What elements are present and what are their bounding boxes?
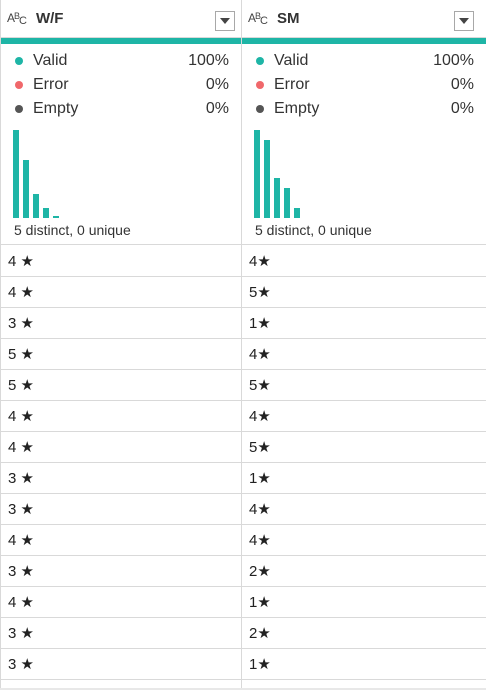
empty-label: Empty	[274, 100, 320, 117]
table-cell[interactable]: 4★	[242, 401, 486, 432]
valid-label: Valid	[274, 52, 309, 69]
row-list: 4★ 5★ 1★ 4★ 5★ 4★ 5★ 1★ 4★ 4★ 2★ 1★ 2★ 1★	[242, 245, 486, 680]
column-header-sm[interactable]: ABC SM	[242, 0, 486, 38]
column-wf: ABC W/F Valid 100% Error 0% Empty 0% 5 d…	[0, 0, 242, 690]
table-cell[interactable]: 3 ★	[1, 494, 241, 525]
valid-dot-icon	[15, 57, 23, 65]
valid-percent: 100%	[433, 52, 474, 69]
error-label: Error	[33, 76, 69, 93]
table-cell[interactable]: 5 ★	[1, 339, 241, 370]
column-dropdown-button[interactable]	[215, 11, 235, 31]
table-cell[interactable]: 2★	[242, 556, 486, 587]
empty-stat: Empty 0%	[1, 97, 241, 121]
table-cell[interactable]: 4★	[242, 525, 486, 556]
table-cell[interactable]: 3 ★	[1, 463, 241, 494]
table-cell[interactable]: 4 ★	[1, 245, 241, 277]
table-cell[interactable]: 3 ★	[1, 618, 241, 649]
error-stat: Error 0%	[242, 73, 486, 97]
column-name: W/F	[35, 10, 64, 27]
error-label: Error	[274, 76, 310, 93]
table-cell[interactable]: 5★	[242, 370, 486, 401]
table-cell[interactable]: 1★	[242, 308, 486, 339]
distribution-histogram[interactable]	[254, 130, 334, 218]
valid-stat: Valid 100%	[1, 49, 241, 73]
table-cell[interactable]: 4 ★	[1, 277, 241, 308]
column-profile: Valid 100% Error 0% Empty 0% 5 distinct,…	[242, 44, 486, 245]
bottom-divider	[0, 688, 486, 690]
empty-label: Empty	[33, 100, 79, 117]
valid-stat: Valid 100%	[242, 49, 486, 73]
error-dot-icon	[256, 81, 264, 89]
column-header-wf[interactable]: ABC W/F	[1, 0, 241, 38]
column-dropdown-button[interactable]	[454, 11, 474, 31]
empty-percent: 0%	[450, 100, 474, 117]
quality-bar	[1, 38, 241, 44]
histogram-bar[interactable]	[274, 178, 280, 218]
empty-stat: Empty 0%	[242, 97, 486, 121]
table-cell[interactable]: 1★	[242, 649, 486, 680]
table-cell[interactable]: 4★	[242, 494, 486, 525]
chevron-down-icon	[220, 18, 230, 24]
table-cell[interactable]: 4★	[242, 339, 486, 370]
table-cell[interactable]: 2★	[242, 618, 486, 649]
table-cell[interactable]: 1★	[242, 463, 486, 494]
histogram-bar[interactable]	[254, 130, 260, 218]
distribution-histogram[interactable]	[13, 130, 93, 218]
error-stat: Error 0%	[1, 73, 241, 97]
valid-dot-icon	[256, 57, 264, 65]
histogram-bar[interactable]	[23, 160, 29, 218]
empty-percent: 0%	[205, 100, 229, 117]
column-profile: Valid 100% Error 0% Empty 0% 5 distinct,…	[1, 44, 241, 245]
row-list: 4 ★ 4 ★ 3 ★ 5 ★ 5 ★ 4 ★ 4 ★ 3 ★ 3 ★ 4 ★ 3 ★ 4 ★ 3 ★ 3…	[1, 245, 241, 680]
table-cell[interactable]: 3 ★	[1, 556, 241, 587]
table-cell[interactable]: 5★	[242, 277, 486, 308]
histogram-bar[interactable]	[33, 194, 39, 218]
text-type-icon[interactable]: ABC	[248, 10, 268, 27]
table-cell[interactable]: 4★	[242, 245, 486, 277]
text-type-icon[interactable]: ABC	[7, 10, 27, 27]
column-name: SM	[276, 10, 300, 27]
histogram-bar[interactable]	[53, 216, 59, 218]
error-percent: 0%	[205, 76, 229, 93]
table-cell[interactable]: 4 ★	[1, 525, 241, 556]
error-percent: 0%	[450, 76, 474, 93]
column-sm: ABC SM Valid 100% Error 0% Empty 0% 5 di…	[242, 0, 486, 690]
chevron-down-icon	[459, 18, 469, 24]
histogram-bar[interactable]	[43, 208, 49, 218]
table-cell[interactable]: 1★	[242, 587, 486, 618]
histogram-bar[interactable]	[264, 140, 270, 218]
table-cell[interactable]: 5★	[242, 432, 486, 463]
empty-dot-icon	[256, 105, 264, 113]
distinct-summary: 5 distinct, 0 unique	[14, 222, 131, 238]
distinct-summary: 5 distinct, 0 unique	[255, 222, 372, 238]
table-cell[interactable]: 3 ★	[1, 649, 241, 680]
table-cell[interactable]: 4 ★	[1, 432, 241, 463]
valid-percent: 100%	[188, 52, 229, 69]
table-cell[interactable]: 5 ★	[1, 370, 241, 401]
quality-bar	[242, 38, 486, 44]
empty-dot-icon	[15, 105, 23, 113]
error-dot-icon	[15, 81, 23, 89]
table-cell[interactable]: 3 ★	[1, 308, 241, 339]
table-cell[interactable]: 4 ★	[1, 401, 241, 432]
histogram-bar[interactable]	[284, 188, 290, 218]
valid-label: Valid	[33, 52, 68, 69]
table-cell[interactable]: 4 ★	[1, 587, 241, 618]
histogram-bar[interactable]	[13, 130, 19, 218]
histogram-bar[interactable]	[294, 208, 300, 218]
